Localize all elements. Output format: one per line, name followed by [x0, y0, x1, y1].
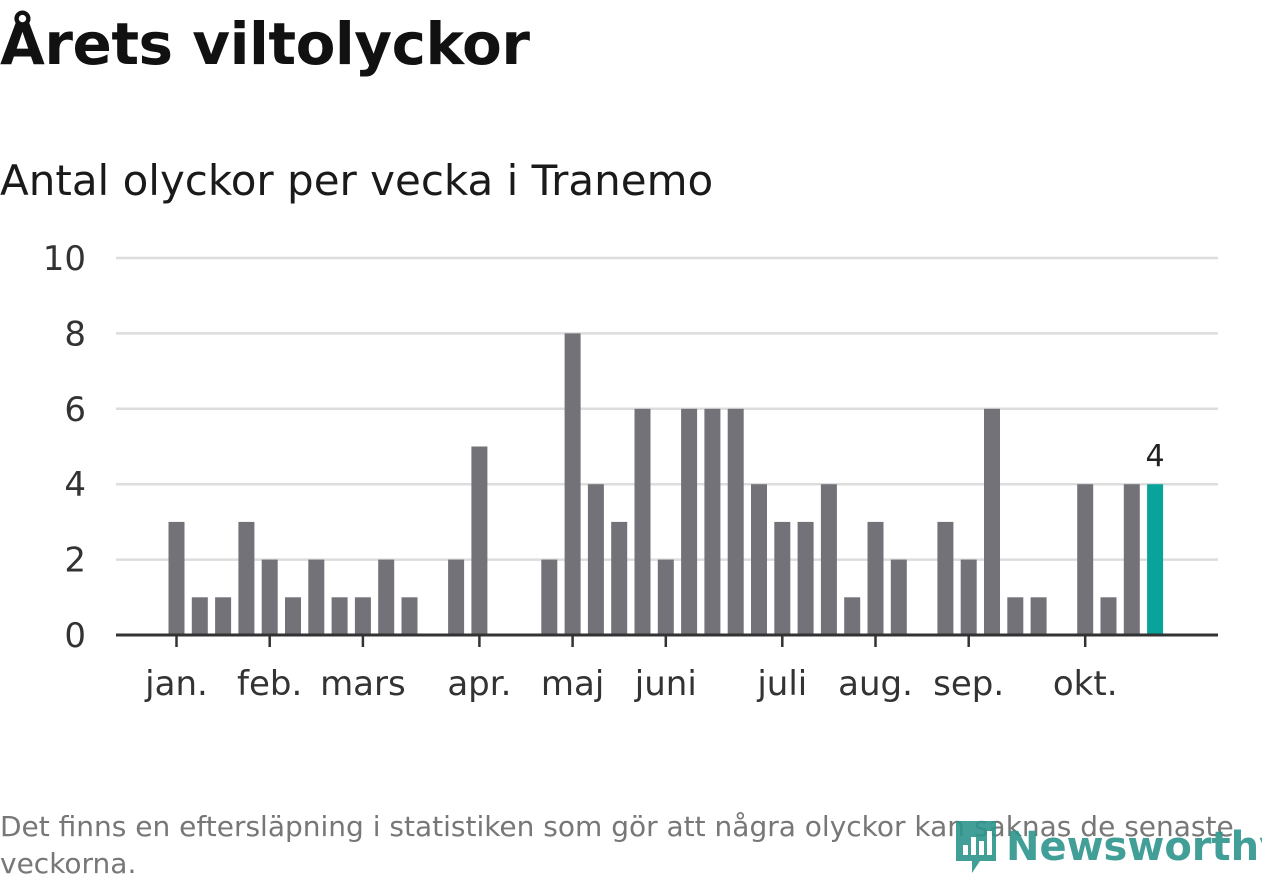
bar	[774, 521, 791, 635]
bar	[867, 521, 884, 635]
y-tick-label: 4	[64, 465, 86, 505]
bar	[984, 408, 1000, 635]
bar	[681, 408, 698, 635]
bar	[634, 408, 651, 635]
x-tick-label: mars	[320, 664, 406, 704]
bar	[960, 559, 977, 635]
bar	[471, 446, 488, 635]
x-tick-label: apr.	[447, 664, 511, 704]
value-labels: 4	[1146, 439, 1165, 474]
y-tick-label: 2	[64, 541, 86, 581]
bar	[751, 484, 767, 635]
value-label: 4	[1146, 439, 1165, 474]
newsworthy-logo-icon	[956, 821, 996, 873]
y-tick-label: 8	[64, 314, 86, 354]
x-tick-label: maj	[541, 664, 604, 704]
bar	[378, 559, 395, 635]
bar	[401, 597, 418, 635]
x-tick-label: juni	[634, 664, 697, 704]
bar	[215, 597, 232, 635]
bar	[331, 597, 348, 635]
chart-title: Årets viltolyckor	[0, 10, 530, 78]
bar	[820, 484, 837, 635]
y-tick-label: 0	[64, 616, 86, 656]
x-tick-label: sep.	[933, 664, 1004, 704]
x-tick-label: feb.	[237, 664, 302, 704]
bar	[564, 333, 581, 635]
brand-name: Newsworthy	[1006, 824, 1262, 870]
bars	[168, 333, 1164, 635]
bar	[890, 559, 907, 635]
bar-highlight	[1147, 484, 1164, 635]
x-tick-label: aug.	[838, 664, 913, 704]
chart-subtitle: Antal olyckor per vecka i Tranemo	[0, 156, 714, 205]
bar	[704, 408, 721, 635]
bar	[1123, 484, 1140, 635]
bar	[587, 484, 604, 635]
bar	[448, 559, 465, 635]
bar	[1077, 484, 1094, 635]
bar	[727, 408, 744, 635]
bar	[191, 597, 208, 635]
x-tick-label: okt.	[1053, 664, 1118, 704]
bar	[1030, 597, 1047, 635]
bar	[541, 559, 558, 635]
bar	[657, 559, 674, 635]
y-tick-label: 10	[43, 239, 86, 279]
brand-logo: Newsworthy	[952, 815, 1262, 879]
footnote: Det finns en eftersläpning i statistiken…	[0, 810, 1234, 880]
bar	[168, 521, 185, 635]
bar	[308, 559, 325, 635]
bar	[285, 597, 301, 635]
bar	[261, 559, 278, 635]
bar	[797, 521, 814, 635]
bar	[1007, 597, 1024, 635]
x-tick-label: juli	[756, 664, 807, 704]
bar	[937, 521, 954, 635]
bar	[1100, 597, 1117, 635]
x-axis-ticks: jan. feb. mars apr. maj juni juli aug. sep. okt.	[144, 635, 1118, 704]
bar	[354, 597, 371, 635]
x-tick-label: jan.	[144, 664, 208, 704]
bar	[844, 597, 861, 635]
gridlines	[116, 256, 1218, 561]
y-axis-tick-labels: 0 2 4 6 8 10	[43, 239, 86, 656]
bar	[611, 521, 628, 635]
y-tick-label: 6	[64, 390, 86, 430]
bar	[238, 521, 255, 635]
